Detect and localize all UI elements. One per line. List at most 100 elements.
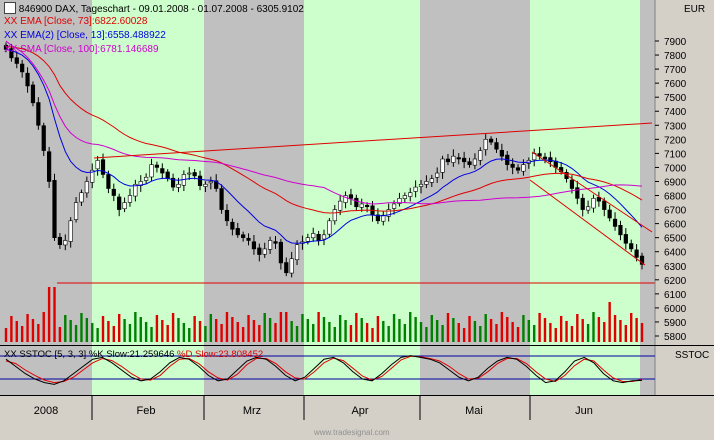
volume-bar: [425, 327, 428, 342]
candle: [73, 202, 79, 220]
volume-bar: [274, 323, 277, 342]
candle: [30, 84, 36, 104]
candle: [268, 240, 273, 250]
x-tick-label: Apr: [351, 405, 368, 417]
candle: [451, 155, 456, 163]
y-tick-label: 7100: [664, 149, 687, 160]
volume-bar: [166, 325, 169, 342]
volume-bar: [209, 314, 213, 342]
ema73-line: [5, 46, 643, 214]
candle: [36, 102, 41, 126]
candle: [192, 172, 197, 177]
y-tick-label: 7400: [664, 107, 687, 118]
volume-bar: [112, 326, 115, 342]
candle: [494, 142, 499, 150]
volume-bar: [376, 316, 380, 342]
y-tick-label: 6400: [664, 248, 687, 259]
volume-bar: [85, 318, 89, 342]
x-tick-label: Mai: [465, 405, 483, 417]
legend-ema73[interactable]: XX EMA [Close, 73]:6822.60028: [4, 16, 148, 27]
candle: [365, 204, 370, 208]
candle: [408, 192, 413, 197]
symbol-name: DAX: [54, 4, 76, 15]
volume-bar: [47, 287, 51, 342]
volume-bar: [419, 322, 423, 342]
volume-bar: [430, 315, 433, 342]
y-tick-label: 7700: [664, 65, 687, 76]
volume-bar: [457, 323, 460, 342]
volume-bar: [570, 326, 574, 342]
candle: [57, 236, 62, 245]
volume-bar: [295, 326, 299, 342]
y-tick-label: 5800: [664, 332, 687, 343]
volume-bar: [31, 319, 35, 342]
y-tick-label: 6200: [664, 276, 687, 287]
volume-bar: [559, 316, 563, 342]
chart-title: 846900 DAX, Tageschart - 09.01.2008 - 01…: [4, 2, 304, 16]
candle: [203, 183, 208, 187]
candle: [488, 138, 494, 143]
volume-bar: [101, 316, 105, 342]
volume-bar: [468, 316, 471, 342]
volume-bar: [252, 320, 256, 342]
channel-lower: [529, 179, 646, 266]
candle: [20, 63, 25, 73]
volume-bar: [392, 314, 396, 342]
candle: [327, 220, 332, 235]
volume-bar: [511, 322, 514, 342]
chart-range: Tageschart - 09.01.2008 - 01.07.2008 - 6…: [80, 4, 304, 15]
candle: [321, 234, 327, 240]
volume-bar: [198, 321, 202, 342]
volume-bar: [565, 321, 568, 342]
y-tick-label: 6000: [664, 304, 687, 315]
volume-bar: [182, 323, 186, 342]
candle: [84, 181, 89, 194]
volume-bar: [338, 315, 342, 342]
legend-ema13[interactable]: XX EMA(2) [Close, 13]:6558.488922: [4, 30, 166, 41]
volume-bar: [231, 317, 234, 342]
y-tick-label: 6600: [664, 220, 687, 231]
candle: [133, 183, 138, 197]
candle: [375, 214, 380, 222]
volume-bar: [500, 312, 504, 342]
volume-bar: [215, 319, 218, 342]
volume-bar: [317, 312, 320, 342]
candle: [127, 195, 133, 203]
trend-lines: [57, 122, 655, 284]
candle: [575, 187, 580, 199]
legend-sma100[interactable]: XX SMA [Close, 100]:6781.146689: [4, 44, 159, 55]
symbol-icon: [4, 2, 16, 14]
volume-bar: [527, 320, 531, 342]
candle: [176, 183, 181, 188]
oscillator-panel: [0, 345, 714, 385]
volume-bar: [608, 302, 611, 342]
candle: [586, 206, 591, 211]
volume-bar: [554, 328, 557, 342]
oscillator-legend[interactable]: XX SSTOC [5, 3, 3] %K Slow:21.259646 %D …: [4, 349, 264, 360]
candle: [14, 57, 19, 64]
volume-bar: [452, 318, 455, 342]
x-tick-label: Jun: [575, 405, 593, 417]
volume-bar: [42, 312, 45, 342]
candle: [424, 181, 429, 185]
volume-bar: [435, 320, 439, 342]
volume-bar: [586, 324, 590, 342]
y-tick-label: 7500: [664, 93, 687, 104]
volume-bar: [479, 326, 482, 342]
price-axis: 7900 7800 7700 7600 7500 7400 7300 7200 7100 7000…: [654, 0, 687, 395]
xx-icon: XX: [4, 349, 20, 360]
stoch-k-line: [5, 355, 643, 385]
month-band: [0, 0, 92, 395]
y-tick-label: 7000: [664, 163, 687, 174]
volume-bar: [290, 321, 293, 342]
candle: [456, 157, 461, 160]
xx-icon: XX: [4, 16, 21, 27]
symbol-code: 846900: [18, 4, 53, 15]
volume-bar: [177, 318, 180, 342]
volume-bar: [387, 326, 390, 342]
volume-bar: [171, 313, 175, 342]
candle: [429, 178, 434, 183]
trend-line-resistance: [93, 122, 653, 159]
